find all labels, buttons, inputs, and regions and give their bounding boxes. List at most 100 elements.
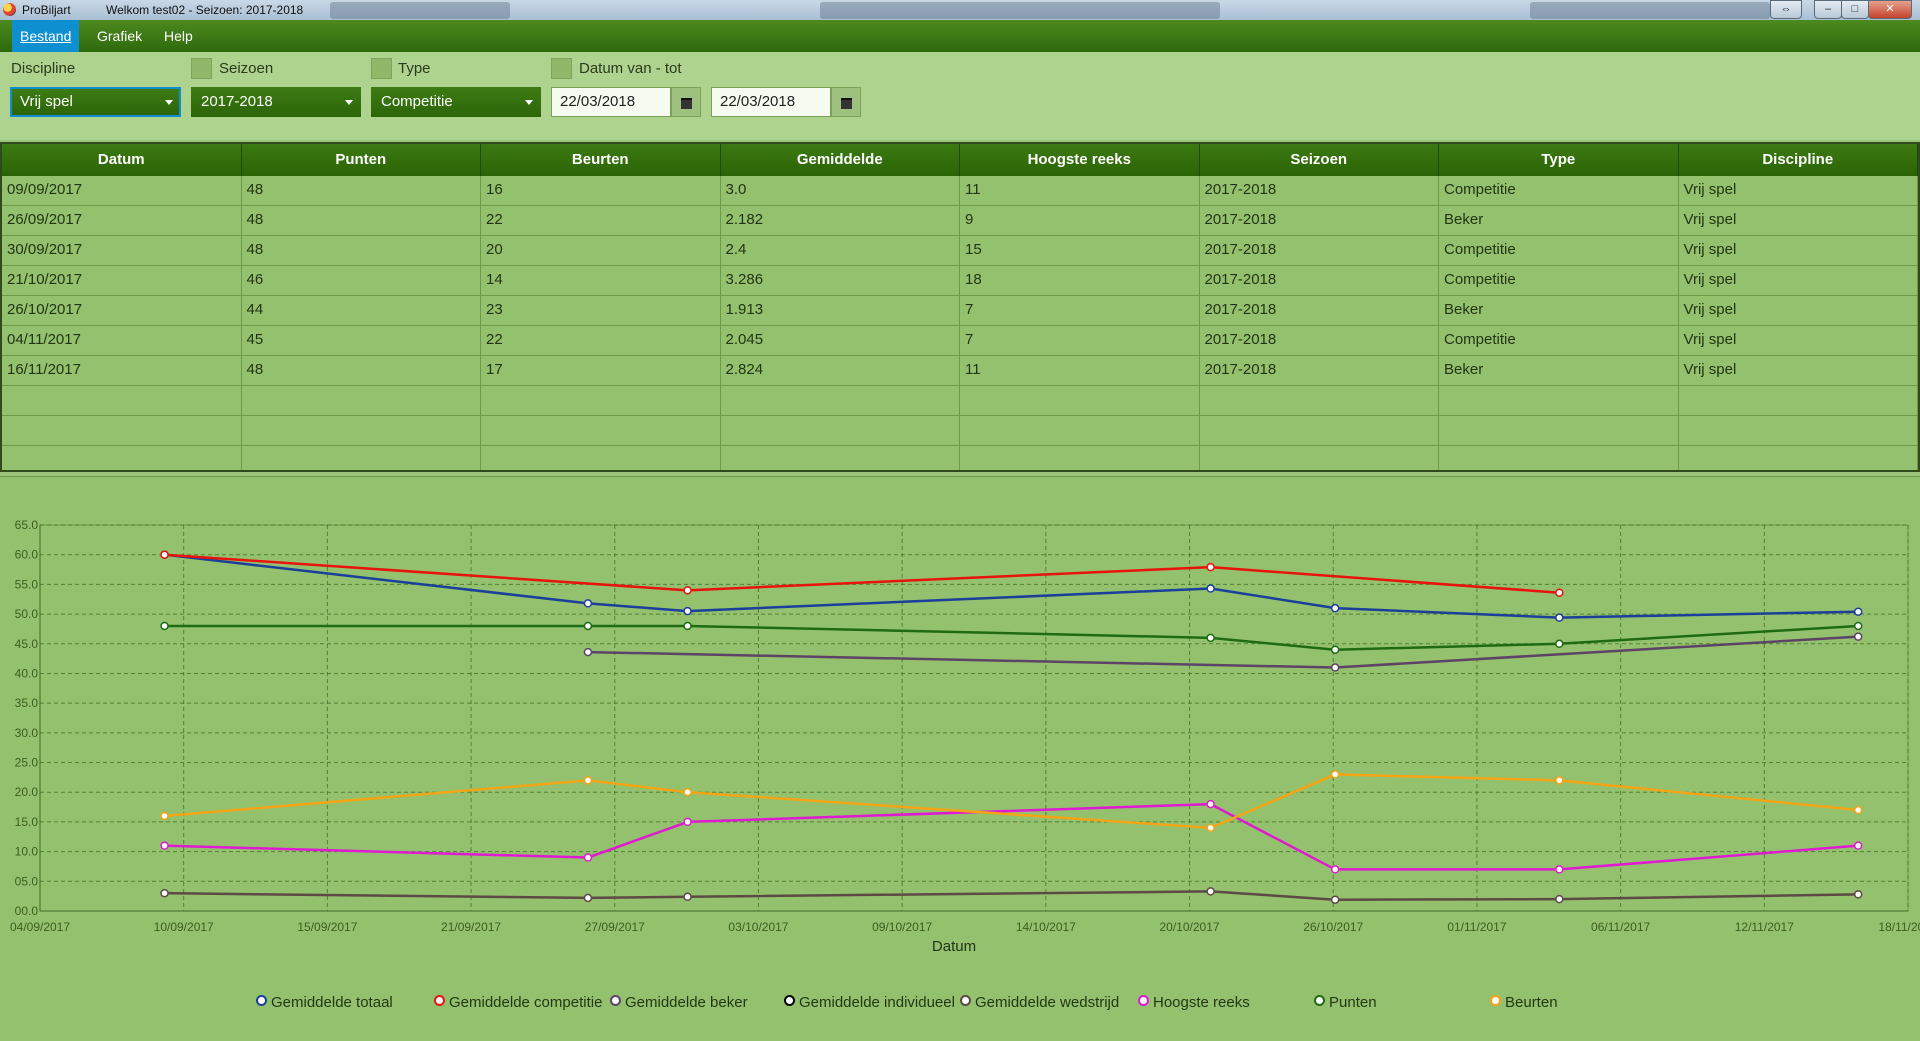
menu-help[interactable]: Help [164,28,193,44]
x-tick-label: 03/10/2017 [728,920,788,934]
table-cell: 04/11/2017 [2,326,242,355]
table-cell [1679,416,1918,445]
legend-label: Hoogste reeks [1153,994,1250,1011]
y-tick-label: 10.0 [15,845,39,859]
table-row[interactable] [2,386,1918,416]
data-point-gemiddelde-wedstrijd [1853,890,1863,899]
series-line-gemiddelde-competitie [164,553,1560,594]
data-point-gemiddelde-wedstrijd [1555,894,1564,904]
table-row[interactable]: 26/10/2017 44 23 1.913 7 2017-2018 Beker Vrij s… [2,296,1918,326]
data-point-gemiddelde-competitie [160,550,169,559]
y-tick-label: 55.0 [15,577,39,591]
data-point-gemiddelde-totaal [1853,607,1863,616]
table-row[interactable]: 04/11/2017 45 22 2.045 7 2017-2018 Competitie V… [2,326,1918,356]
data-point-beurten [1206,823,1215,833]
table-row[interactable]: 30/09/2017 48 20 2.4 15 2017-2018 Competitie Vr… [2,236,1918,266]
date-to-input[interactable]: 22/03/2018 [711,87,831,117]
table-cell: 1.913 [721,296,960,325]
column-header-seizoen[interactable]: Seizoen [1200,144,1439,176]
x-tick-label: 09/10/2017 [872,920,932,934]
y-tick-label: 30.0 [15,726,39,740]
table-row[interactable]: 16/11/2017 48 17 2.824 11 2017-2018 Beker Vrij … [2,356,1918,386]
column-header-hoogste-reeks[interactable]: Hoogste reeks [960,144,1200,176]
y-tick-label: 20.0 [15,785,39,799]
legend-item-beurten[interactable]: Beurten [1490,994,1558,1011]
minimize-button[interactable]: – [1814,0,1842,19]
close-button[interactable]: ✕ [1868,0,1912,19]
data-point-gemiddelde-beker [583,647,593,657]
table-cell: 17 [481,356,721,385]
legend-item-punten[interactable]: Punten [1314,994,1377,1011]
date-to-calendar-button[interactable] [831,87,861,117]
table-row[interactable] [2,416,1918,446]
table-cell: 22 [481,206,721,235]
table-cell: 2.045 [721,326,960,355]
chart-legend: Gemiddelde totaal Gemiddelde competitie Ge… [0,994,1920,1018]
legend-marker-icon [610,995,621,1006]
app-name: ProBiljart [22,3,71,17]
column-header-gemiddelde[interactable]: Gemiddelde [721,144,960,176]
legend-item-gemiddelde-totaal[interactable]: Gemiddelde totaal [256,994,393,1011]
date-from-calendar-button[interactable] [671,87,701,117]
column-header-datum[interactable]: Datum [2,144,242,176]
maximize-button[interactable]: □ [1841,0,1869,19]
date-from-input[interactable]: 22/03/2018 [551,87,671,117]
table-cell: Vrij spel [1679,266,1918,295]
chevron-down-icon [525,100,533,105]
column-header-punten[interactable]: Punten [242,144,481,176]
datum-checkbox[interactable] [551,58,572,79]
x-tick-label: 12/11/2017 [1735,920,1794,934]
column-header-discipline[interactable]: Discipline [1679,144,1918,176]
column-header-type[interactable]: Type [1439,144,1679,176]
menu-grafiek[interactable]: Grafiek [97,28,143,44]
legend-item-gemiddelde-individueel[interactable]: Gemiddelde individueel [784,994,955,1011]
table-cell: Vrij spel [1679,296,1918,325]
seizoen-select[interactable]: 2017-2018 [191,87,361,117]
legend-item-gemiddelde-beker[interactable]: Gemiddelde beker [610,994,748,1011]
legend-item-gemiddelde-competitie[interactable]: Gemiddelde competitie [434,994,602,1011]
x-tick-label: 06/11/2017 [1591,920,1650,934]
column-header-beurten[interactable]: Beurten [481,144,721,176]
type-checkbox[interactable] [371,58,392,79]
data-point-punten [683,621,692,631]
x-tick-label: 18/11/2017 [1878,920,1920,934]
seizoen-checkbox[interactable] [191,58,212,79]
menu-bestand[interactable]: Bestand [12,20,80,52]
table-row[interactable] [2,446,1918,470]
y-tick-label: 25.0 [15,756,39,770]
legend-marker-icon [1490,995,1501,1006]
type-label: Type [398,60,431,77]
y-tick-label: 35.0 [15,696,39,710]
table-cell [960,416,1200,445]
table-cell: 30/09/2017 [2,236,242,265]
table-cell: 3.286 [721,266,960,295]
titlebar-background [330,2,510,19]
table-cell: 2.4 [721,236,960,265]
table-cell: 2017-2018 [1200,296,1439,325]
table-cell [242,446,481,470]
table-row[interactable]: 09/09/2017 48 16 3.0 11 2017-2018 Competitie Vr… [2,176,1918,206]
table-cell: 16 [481,176,721,205]
table-row[interactable]: 21/10/2017 46 14 3.286 18 2017-2018 Competitie… [2,266,1918,296]
data-point-beurten [1853,805,1863,815]
table-cell: 23 [481,296,721,325]
data-point-punten [160,621,169,631]
legend-label: Gemiddelde wedstrijd [975,994,1120,1011]
data-point-gemiddelde-totaal [1330,603,1340,613]
type-select[interactable]: Competitie [371,87,541,117]
calendar-icon [841,98,852,109]
table-cell [2,386,242,415]
table-cell: 2.824 [721,356,960,385]
data-point-punten [1853,621,1863,631]
legend-marker-icon [1138,995,1149,1006]
table-cell [2,416,242,445]
restore-size-icon[interactable]: ⇔ [1770,0,1802,19]
table-cell: 3.0 [721,176,960,205]
table-row[interactable]: 26/09/2017 48 22 2.182 9 2017-2018 Beker Vrij s… [2,206,1918,236]
legend-item-gemiddelde-wedstrijd[interactable]: Gemiddelde wedstrijd [960,994,1119,1011]
x-tick-label: 15/09/2017 [297,920,357,934]
legend-item-hoogste-reeks[interactable]: Hoogste reeks [1138,994,1250,1011]
discipline-select[interactable]: Vrij spel [10,87,181,117]
data-point-hoogste-reeks [160,841,169,850]
data-point-gemiddelde-wedstrijd [1330,895,1340,904]
